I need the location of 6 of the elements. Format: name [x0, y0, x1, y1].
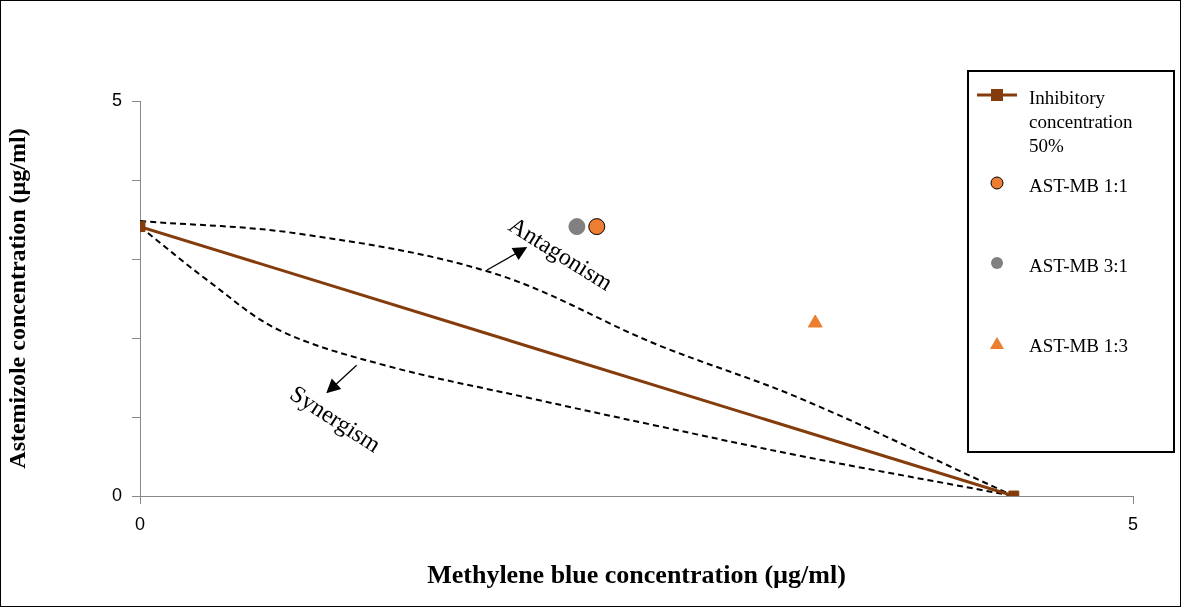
legend-label: AST-MB 1:3 [1029, 334, 1129, 358]
x-axis-title: Methylene blue concentration (µg/ml) [427, 560, 846, 590]
y-axis-title: Astemizole concentration (µg/ml) [3, 128, 30, 469]
legend-label: AST-MB 1:1 [1029, 174, 1129, 198]
legend-label: Inhibitory concentration 50% [1029, 86, 1134, 158]
legend-label: AST-MB 3:1 [1029, 254, 1129, 278]
